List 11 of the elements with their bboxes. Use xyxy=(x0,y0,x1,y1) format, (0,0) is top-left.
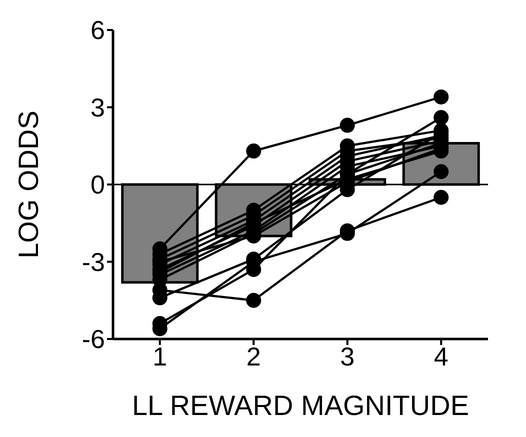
y-tick-label: 3 xyxy=(90,92,105,122)
y-tick-label: -6 xyxy=(82,324,105,354)
x-tick-label: 2 xyxy=(246,341,261,372)
x-tick-label: 4 xyxy=(434,341,448,372)
y-tick-label: -3 xyxy=(82,246,105,277)
y-tick-label: 0 xyxy=(90,170,105,200)
y-axis-title: LOG ODDS xyxy=(12,110,44,258)
x-tick-label: 3 xyxy=(340,341,355,372)
y-tick-label: 6 xyxy=(90,15,105,46)
x-axis-title: LL REWARD MAGNITUDE xyxy=(132,390,470,421)
x-tick-label: 1 xyxy=(152,341,168,372)
